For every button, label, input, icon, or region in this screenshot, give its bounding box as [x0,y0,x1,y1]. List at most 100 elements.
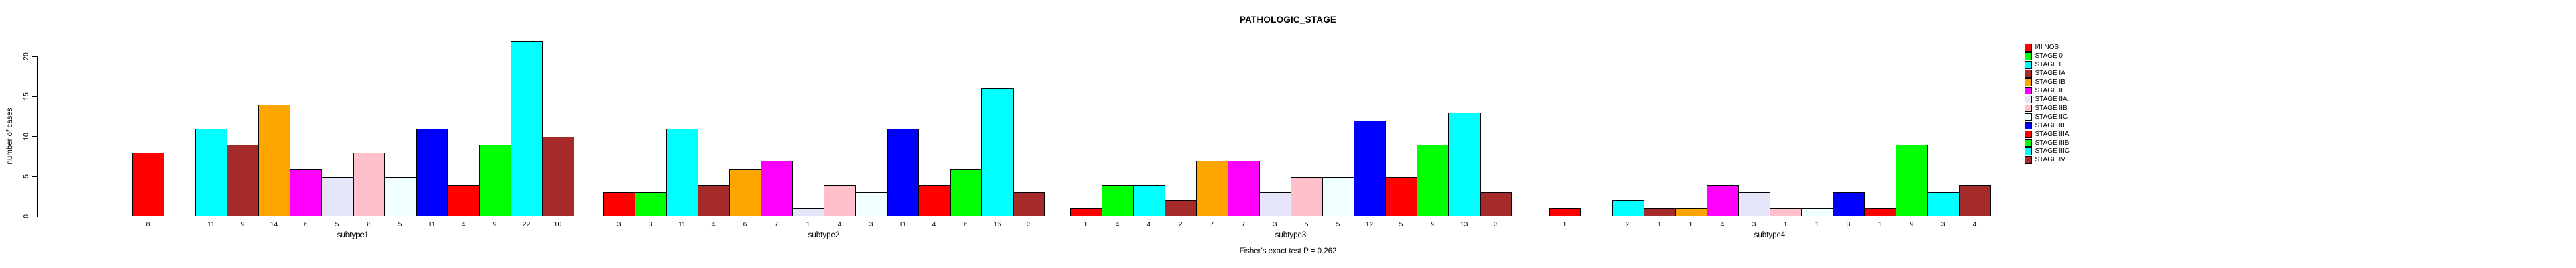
bar-subtype4-stage-iia [1738,192,1770,217]
bar-subtype1-stage-iiia [447,184,480,217]
y-axis-tick [32,135,38,137]
bar-value-label: 3 [1273,220,1277,228]
bar-subtype3-stage-iic [1322,176,1354,217]
legend-swatch [2024,78,2032,86]
bar-value-label: 4 [837,220,842,228]
legend-swatch [2024,121,2032,130]
bar-value-label: 9 [1909,220,1914,228]
bar-value-label: 1 [806,220,810,228]
bar-subtype3-stage-iib [1291,176,1323,217]
bar-subtype2-stage-iv [1013,192,1045,217]
legend-label: STAGE II [2035,86,2063,94]
bar-value-label: 1 [1083,220,1088,228]
bar-value-label: 4 [1972,220,1977,228]
bar-subtype2-stage-ia [698,184,730,217]
legend-label: STAGE I [2035,61,2061,69]
y-axis-tick-label: 20 [22,52,30,61]
bar-value-label: 4 [711,220,716,228]
bar-value-label: 3 [1752,220,1756,228]
legend-swatch [2024,139,2032,147]
y-axis-line [37,56,38,218]
y-axis-tick-label: 0 [22,214,30,218]
bar-value-label: 5 [1336,220,1340,228]
bar-subtype1-stage-i [195,129,227,217]
bar-value-label: 22 [522,220,531,228]
bar-subtype4-stage-ii [1707,184,1739,217]
bar-subtype1-stage-iic [384,176,417,217]
bar-subtype4-stage-iii [1833,192,1865,217]
bar-value-label: 3 [648,220,653,228]
bar-subtype3-stage-ii [1228,160,1260,217]
bar-value-label: 7 [774,220,779,228]
bar-subtype1-stage-ib [258,105,290,217]
bar-subtype1-stage-ii [290,168,322,217]
bar-subtype2-stage-iic [855,192,888,217]
legend-label: STAGE IIA [2035,95,2068,103]
bar-value-label: 3 [1026,220,1031,228]
bar-subtype2-stage-iiib [950,168,982,217]
fisher-test-annotation: Fisher's exact test P = 0.262 [1239,247,1337,255]
bar-value-label: 4 [1115,220,1120,228]
legend-label: STAGE IB [2035,78,2065,86]
bar-value-label: 6 [963,220,968,228]
panel-label-subtype2: subtype2 [808,230,840,239]
bar-value-label: 9 [492,220,497,228]
bar-value-label: 1 [1878,220,1882,228]
bar-value-label: 3 [616,220,621,228]
bar-subtype1-stage-iia [321,176,354,217]
bar-value-label: 3 [1846,220,1851,228]
bar-subtype2-i-ii-nos [603,192,635,217]
bar-subtype4-stage-i [1612,200,1644,217]
bar-subtype3-stage-iia [1259,192,1291,217]
bar-value-label: 4 [1720,220,1725,228]
legend-swatch [2024,113,2032,121]
bar-subtype2-stage-iiic [981,88,1014,217]
legend-label: I/II NOS [2035,44,2059,52]
bar-value-label: 12 [1365,220,1374,228]
legend-label: STAGE IV [2035,156,2065,164]
bar-subtype2-stage-ii [761,160,793,217]
bar-subtype3-stage-iiib [1417,144,1449,217]
legend-swatch [2024,86,2032,95]
y-axis-tick [32,176,38,177]
bar-subtype2-stage-0 [635,192,667,217]
y-axis-tick [32,215,38,217]
bar-subtype1-i-ii-nos [132,152,164,217]
bar-value-label: 3 [1941,220,1945,228]
bar-subtype3-stage-ia [1165,200,1197,217]
bar-value-label: 5 [1399,220,1403,228]
bar-subtype1-stage-iiic [511,40,543,217]
bar-subtype1-stage-iiib [479,144,511,217]
bar-value-label: 1 [1783,220,1788,228]
bar-value-label: 8 [146,220,150,228]
panel-label-subtype3: subtype3 [1275,230,1307,239]
bar-value-label: 7 [1241,220,1246,228]
y-axis-tick-label: 5 [22,174,30,179]
bar-subtype4-stage-iiic [1927,192,1960,217]
bar-value-label: 16 [993,220,1002,228]
bar-value-label: 11 [428,220,435,228]
bar-subtype4-stage-ia [1644,208,1676,217]
panel-label-subtype4: subtype4 [1754,230,1786,239]
bar-value-label: 4 [932,220,936,228]
legend-swatch [2024,156,2032,164]
bar-value-label: 14 [270,220,278,228]
bar-value-label: 9 [1430,220,1435,228]
y-axis-tick-label: 10 [22,132,30,141]
legend-swatch [2024,61,2032,69]
bar-subtype3-stage-iii [1354,121,1386,217]
bar-value-label: 1 [1688,220,1693,228]
bar-subtype2-stage-ib [729,168,761,217]
legend-label: STAGE 0 [2035,52,2063,60]
bar-value-label: 11 [678,220,686,228]
bar-value-label: 1 [1562,220,1567,228]
bar-value-label: 4 [461,220,466,228]
bar-value-label: 2 [1178,220,1183,228]
bar-subtype4-stage-iib [1770,208,1802,217]
bar-value-label: 3 [869,220,873,228]
bar-value-label: 6 [303,220,308,228]
bar-subtype4-stage-iiib [1896,144,1928,217]
bar-subtype3-stage-i [1133,184,1165,217]
